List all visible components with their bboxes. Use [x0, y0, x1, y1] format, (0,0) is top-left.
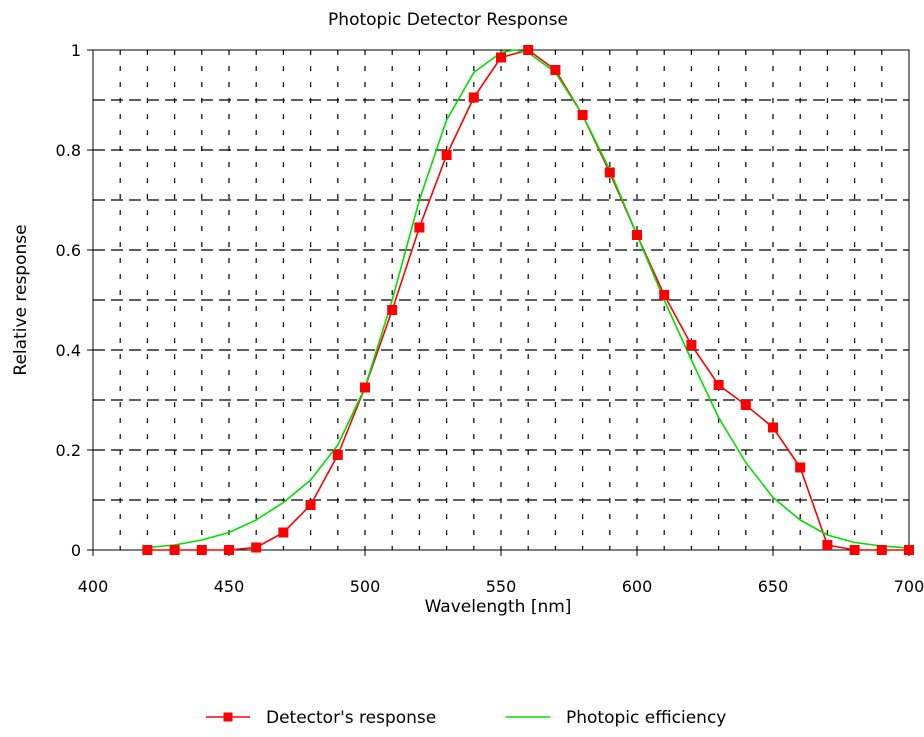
x-tick-label: 700 [894, 577, 924, 596]
y-tick-label: 0.2 [56, 441, 81, 460]
detector-data-point [795, 462, 806, 473]
y-tick-label: 0.4 [56, 341, 81, 360]
detector-data-point [360, 382, 370, 393]
legend-detector-marker-icon [223, 712, 233, 722]
detector-data-point [142, 545, 153, 555]
detector-data-point [496, 52, 506, 63]
y-tick-label: 0.8 [56, 141, 81, 160]
detector-data-point [604, 167, 615, 178]
grid [93, 50, 909, 550]
x-tick-label: 650 [758, 577, 789, 596]
detector-data-point [740, 400, 751, 410]
x-tick-label: 400 [78, 577, 109, 596]
legend: Detector's response Photopic efficiency [206, 708, 726, 728]
y-axis-label: Relative response [11, 224, 31, 375]
detector-data-point [332, 450, 343, 460]
x-axis-label: Wavelength [nm] [425, 597, 572, 617]
y-tick-label: 0 [71, 541, 81, 560]
series-layer [142, 45, 914, 555]
detector-data-point [414, 222, 425, 233]
detector-data-point [468, 92, 479, 103]
detector-data-point [196, 545, 207, 555]
detector-data-point [278, 527, 289, 538]
legend-label-photopic: Photopic efficiency [566, 708, 726, 728]
series-line-photopic [147, 49, 910, 549]
detector-data-point [849, 545, 860, 555]
legend-label-detector: Detector's response [266, 708, 436, 728]
x-tick-label: 450 [214, 577, 245, 596]
x-tick-label: 600 [622, 577, 653, 596]
x-tick-label: 550 [486, 577, 517, 596]
y-tick-label: 0.6 [56, 241, 81, 260]
detector-data-point [768, 422, 778, 433]
detector-data-point [876, 545, 887, 555]
chart-title: Photopic Detector Response [328, 10, 568, 30]
detector-data-point [251, 542, 262, 553]
x-axis-ticks: 400 450 500 550 600 650 700 [78, 550, 924, 596]
detector-data-point [523, 45, 534, 55]
detector-data-point [632, 230, 642, 240]
detector-data-point [387, 305, 398, 315]
y-tick-label: 1 [71, 41, 81, 60]
detector-data-point [713, 380, 724, 390]
detector-data-point [224, 545, 234, 555]
detector-data-point [441, 150, 452, 160]
x-tick-label: 500 [350, 577, 381, 596]
y-axis-ticks: 0 0.2 0.4 0.6 0.8 1 [56, 41, 93, 560]
detector-data-point [822, 540, 833, 550]
detector-data-point [659, 290, 670, 300]
detector-data-point [686, 340, 697, 350]
detector-data-point [550, 65, 561, 75]
detector-data-point [305, 500, 316, 510]
detector-data-point [577, 110, 588, 120]
detector-data-point [904, 545, 914, 555]
detector-data-point [169, 545, 180, 555]
